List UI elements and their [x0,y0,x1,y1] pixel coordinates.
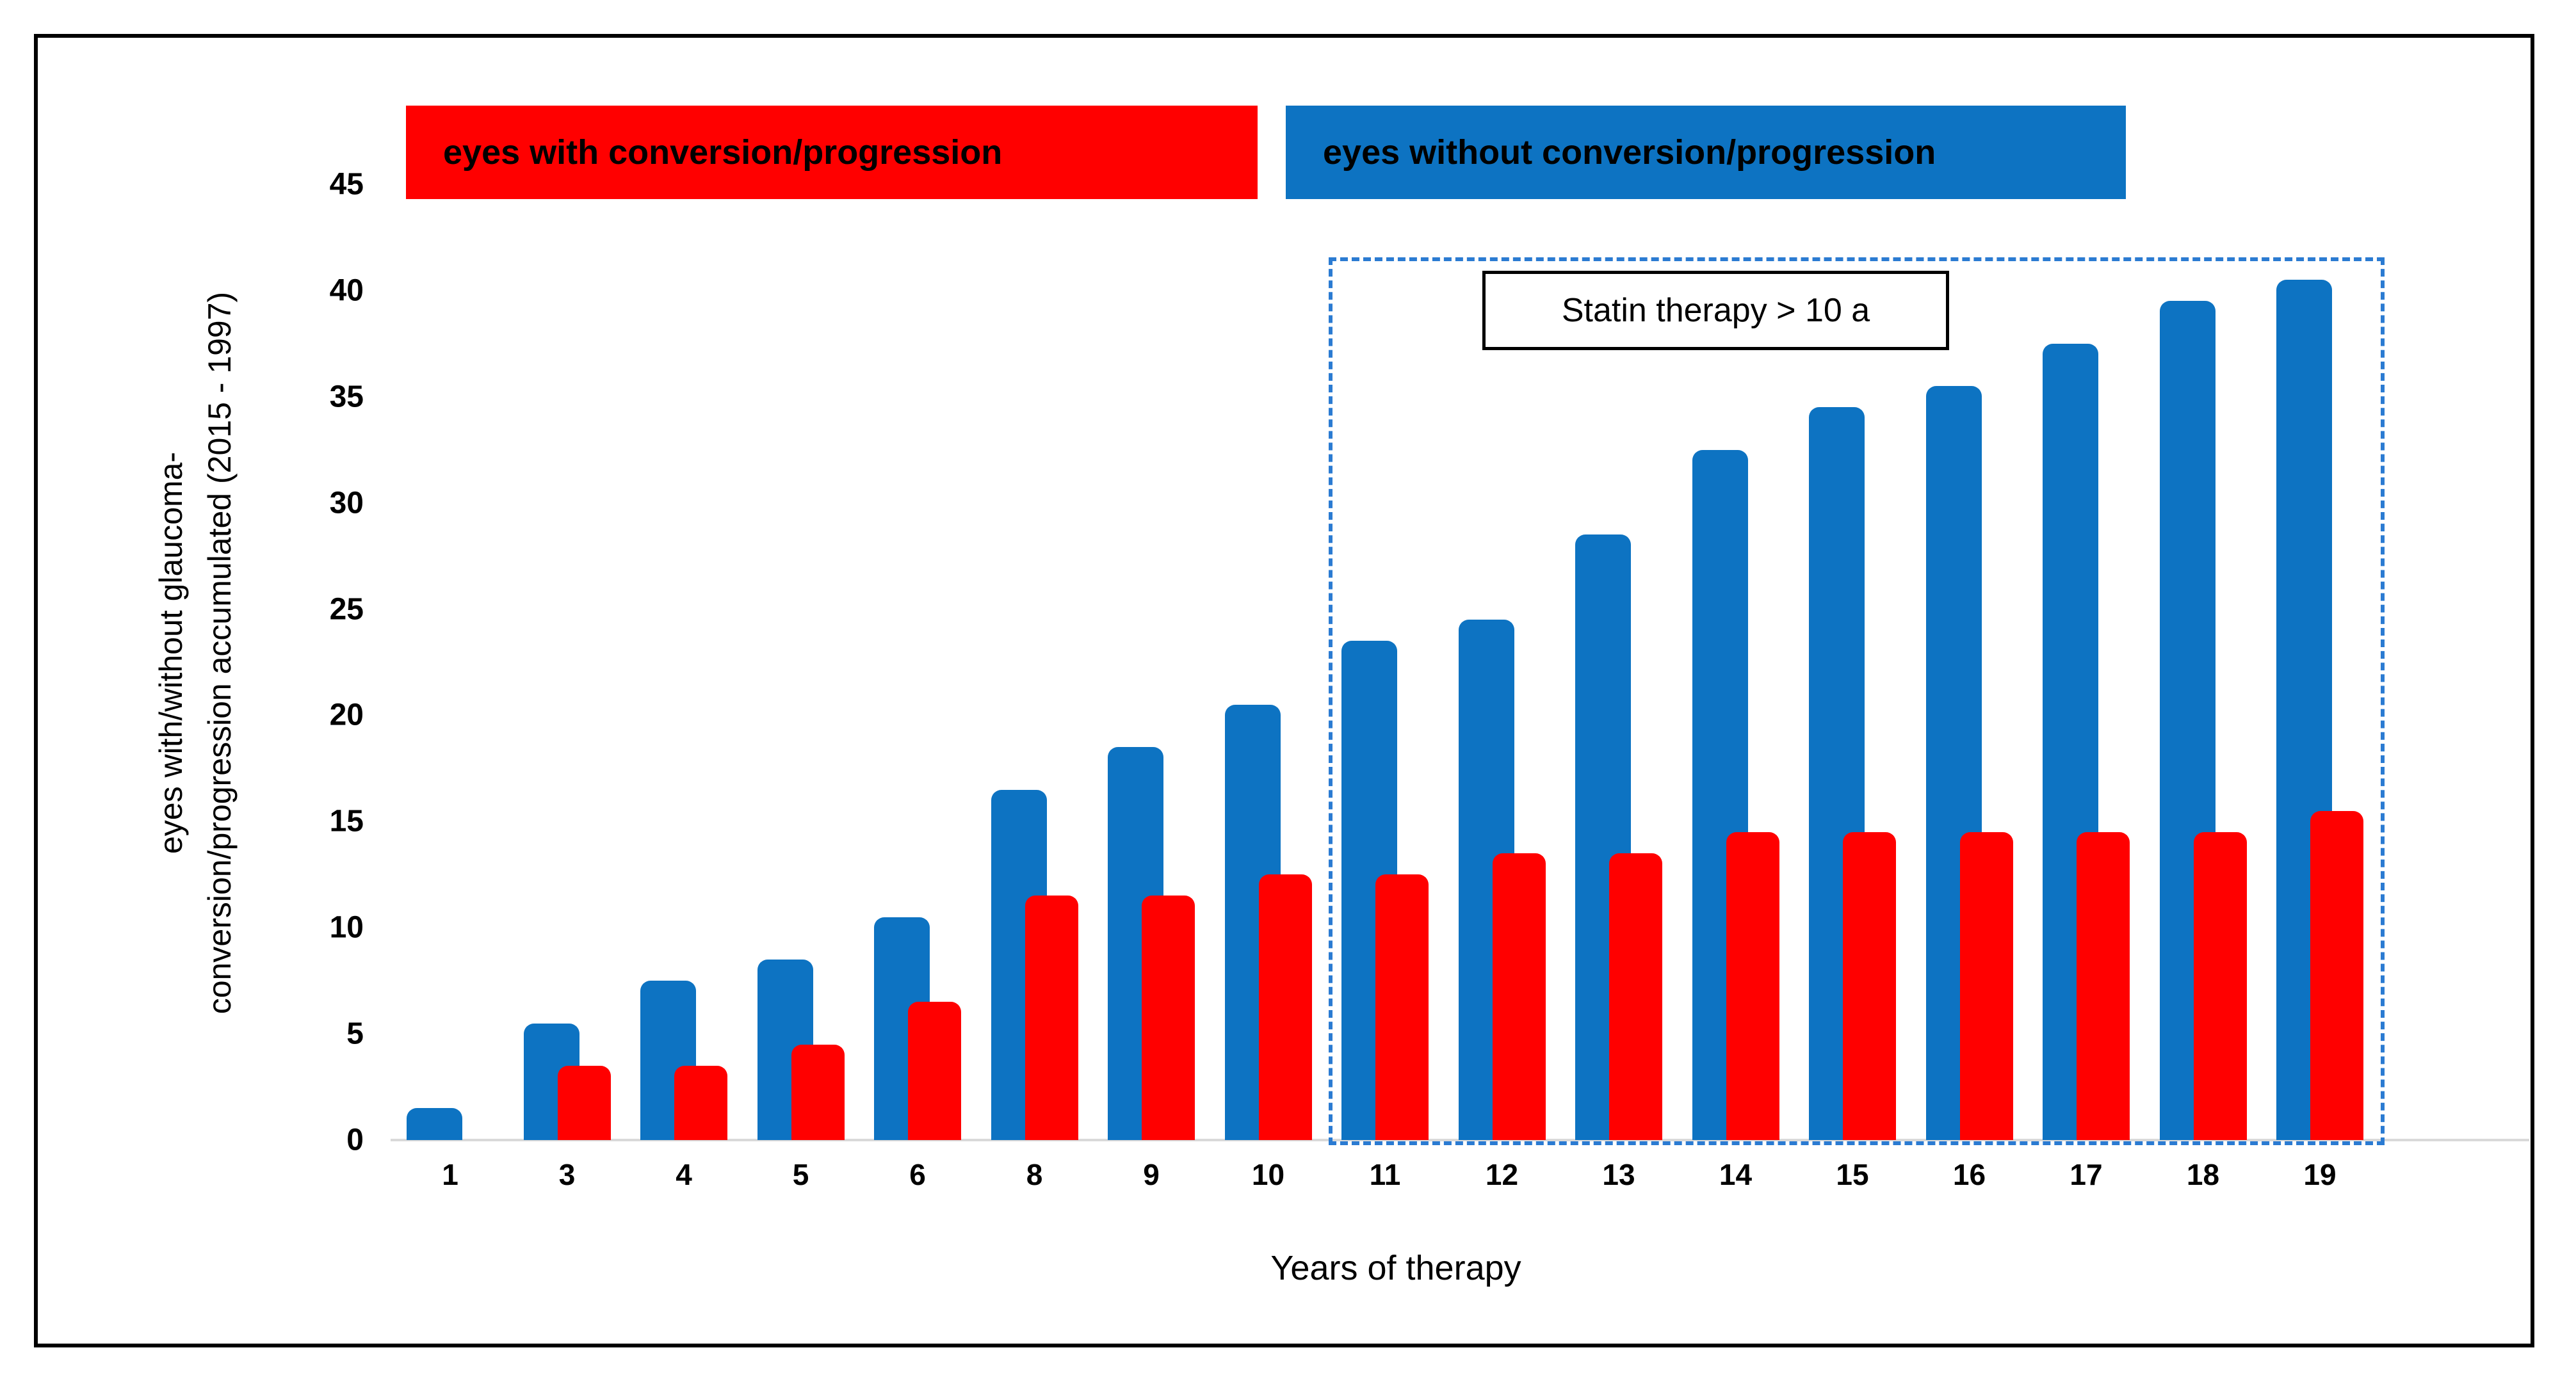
x-tick-label-13: 13 [1602,1158,1635,1191]
legend-label-with-conversion: eyes with conversion/progression [443,133,1003,172]
bar-group-year-13 [1575,0,1662,1140]
x-tick-label-5: 5 [792,1158,809,1191]
bar-without-conversion-year-1 [407,1108,462,1140]
y-tick-label-30: 30 [329,486,364,520]
x-tick-label-12: 12 [1485,1158,1519,1191]
y-tick-label-5: 5 [346,1016,364,1051]
x-tick-label-9: 9 [1143,1158,1160,1191]
bar-group-year-8 [991,0,1078,1140]
x-tick-label-11: 11 [1369,1158,1401,1191]
y-tick-label-20: 20 [329,698,364,732]
y-tick-label-35: 35 [329,380,364,414]
bar-group-year-17 [2043,0,2130,1140]
x-tick-label-8: 8 [1026,1158,1043,1191]
bar-with-conversion-year-19 [2310,810,2363,1140]
bar-with-conversion-year-12 [1492,853,1546,1140]
bar-group-year-18 [2159,0,2247,1140]
bar-with-conversion-year-3 [557,1065,611,1140]
bar-group-year-6 [874,0,961,1140]
y-axis-title: eyes with/without glaucoma- conversion/p… [147,90,244,1216]
x-tick-label-14: 14 [1719,1158,1753,1191]
y-tick-label-10: 10 [329,910,364,945]
x-axis-line [391,1139,2529,1141]
bar-group-year-5 [757,0,845,1140]
y-tick-label-25: 25 [329,592,364,626]
x-tick-label-1: 1 [442,1158,458,1191]
bar-group-year-15 [1809,0,1896,1140]
bar-with-conversion-year-8 [1025,896,1078,1140]
bar-group-year-12 [1458,0,1546,1140]
bar-group-year-16 [1925,0,2013,1140]
bar-with-conversion-year-9 [1142,896,1195,1140]
legend-item-without-conversion: eyes without conversion/progression [1286,106,2126,199]
bar-with-conversion-year-18 [2193,832,2247,1140]
x-tick-label-19: 19 [2303,1158,2337,1191]
bar-with-conversion-year-5 [791,1044,845,1140]
x-tick-label-17: 17 [2070,1158,2103,1191]
bar-group-year-10 [1224,0,1312,1140]
y-axis-title-line1: eyes with/without glaucoma- [153,451,189,855]
bar-with-conversion-year-11 [1375,874,1429,1140]
statin-therapy-highlight-rect [1329,257,2385,1145]
statin-therapy-callout-label: Statin therapy > 10 a [1561,292,1870,329]
bar-with-conversion-year-10 [1258,874,1312,1140]
bar-group-year-9 [1108,0,1195,1140]
y-axis-title-line2: conversion/progression accumulated (2015… [202,291,238,1015]
legend-item-with-conversion: eyes with conversion/progression [406,106,1258,199]
y-tick-label-0: 0 [346,1123,364,1157]
y-tick-label-15: 15 [329,804,364,839]
bar-with-conversion-year-6 [908,1002,961,1140]
y-tick-label-45: 45 [329,167,364,202]
legend-label-without-conversion: eyes without conversion/progression [1323,133,1936,172]
bar-group-year-14 [1692,0,1779,1140]
bar-with-conversion-year-4 [674,1065,727,1140]
statin-therapy-callout: Statin therapy > 10 a [1482,271,1949,350]
bar-group-year-1 [407,0,494,1140]
bar-with-conversion-year-15 [1843,832,1896,1140]
x-axis-title: Years of therapy [1270,1249,1521,1287]
x-tick-label-16: 16 [1952,1158,1986,1191]
bar-group-year-3 [523,0,611,1140]
bar-with-conversion-year-17 [2077,832,2130,1140]
x-tick-label-15: 15 [1836,1158,1869,1191]
bar-group-year-4 [640,0,727,1140]
bar-group-year-11 [1341,0,1429,1140]
x-tick-label-4: 4 [676,1158,692,1191]
y-tick-label-40: 40 [329,273,364,308]
x-tick-label-6: 6 [909,1158,926,1191]
x-tick-label-10: 10 [1251,1158,1285,1191]
bar-with-conversion-year-16 [1959,832,2013,1140]
x-tick-label-3: 3 [558,1158,576,1191]
bar-with-conversion-year-14 [1726,832,1779,1140]
x-tick-label-18: 18 [2186,1158,2220,1191]
bar-group-year-19 [2276,0,2363,1140]
bar-with-conversion-year-13 [1609,853,1662,1140]
